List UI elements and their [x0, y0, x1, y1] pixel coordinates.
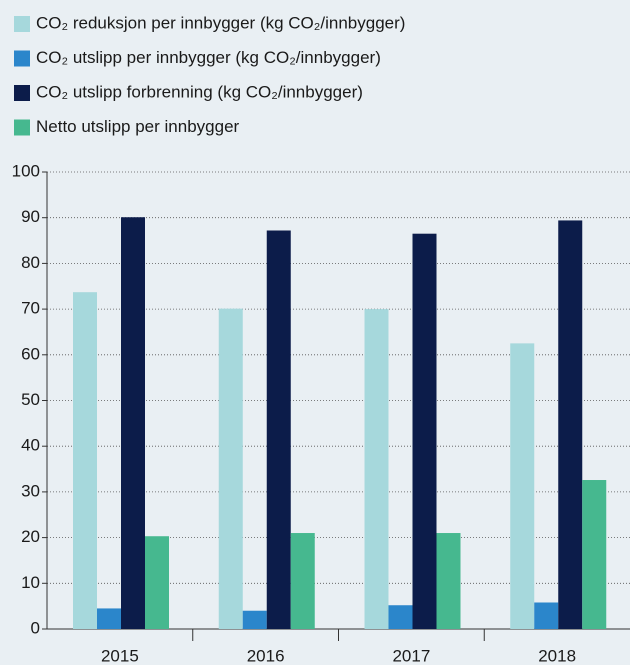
y-tick-label: 0: [31, 618, 40, 637]
legend-label: CO₂ utslipp per innbygger (kg CO₂/innbyg…: [36, 48, 381, 67]
bar: [364, 309, 389, 629]
bar: [242, 610, 267, 629]
bar: [73, 292, 97, 629]
y-tick-label: 40: [21, 436, 40, 455]
x-tick-label: 2016: [247, 646, 285, 665]
legend-swatch: [14, 50, 30, 67]
y-tick-label: 30: [21, 481, 40, 500]
y-tick-label: 90: [21, 207, 40, 226]
bar: [412, 233, 437, 629]
y-tick-label: 50: [21, 390, 40, 409]
bar: [290, 533, 315, 629]
x-tick-label: 2015: [101, 646, 139, 665]
bar: [121, 217, 145, 630]
bar: [266, 230, 291, 629]
x-tick-label: 2018: [538, 646, 576, 665]
legend-swatch: [14, 119, 30, 136]
bar: [97, 608, 121, 629]
bar: [582, 480, 607, 629]
legend-label: CO₂ reduksjon per innbygger (kg CO₂/innb…: [36, 13, 405, 32]
legend-swatch: [14, 85, 30, 101]
y-tick-label: 70: [21, 299, 40, 318]
bar: [388, 605, 413, 629]
y-tick-label: 80: [21, 253, 40, 272]
legend-label: CO₂ utslipp forbrenning (kg CO₂/innbygge…: [36, 82, 363, 101]
bar: [436, 533, 461, 629]
bar: [145, 536, 169, 629]
legend-label: Netto utslipp per innbygger: [36, 117, 240, 136]
y-tick-label: 100: [12, 161, 40, 180]
legend-swatch: [14, 16, 30, 32]
y-tick-label: 60: [21, 344, 40, 363]
bar: [534, 602, 559, 629]
bar: [218, 308, 243, 629]
y-tick-label: 20: [21, 527, 40, 546]
x-tick-label: 2017: [392, 646, 430, 665]
bar: [510, 343, 535, 629]
y-tick-label: 10: [21, 573, 40, 592]
bar: [558, 220, 583, 629]
